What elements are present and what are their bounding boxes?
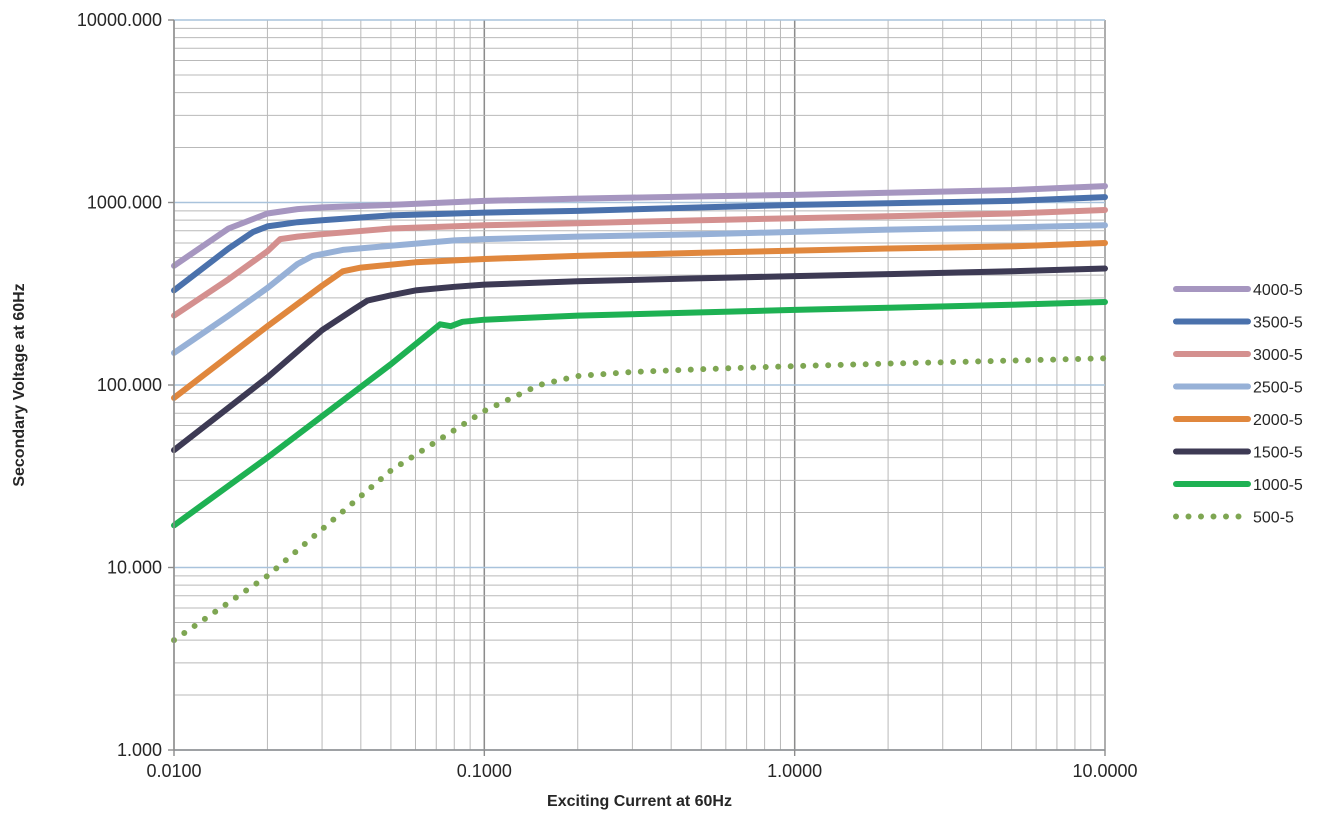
y-axis-title: Secondary Voltage at 60Hz: [11, 283, 28, 486]
x-tick-label: 1.0000: [767, 761, 822, 781]
x-tick-label: 0.0100: [146, 761, 201, 781]
series-line-4000-5: [171, 183, 1108, 269]
legend-item: 2500-5: [1173, 380, 1303, 397]
legend-item: 1000-5: [1173, 477, 1303, 494]
legend-item: 500-5: [1173, 510, 1294, 527]
legend-label: 2000-5: [1253, 412, 1303, 429]
legend-label: 3500-5: [1253, 315, 1303, 332]
x-axis-title: Exciting Current at 60Hz: [547, 793, 732, 810]
legend-item: 3500-5: [1173, 315, 1303, 332]
legend-label: 4000-5: [1253, 282, 1303, 299]
legend: 4000-5 3500-5 3000-5 2500-5 2000-5 1500-5 1000…: [1173, 282, 1303, 527]
legend-item: 4000-5: [1173, 282, 1303, 299]
x-tick-label: 0.1000: [457, 761, 512, 781]
legend-item: 1500-5: [1173, 445, 1303, 462]
y-tick-label: 100.000: [97, 375, 162, 395]
plot-area: [171, 183, 1108, 644]
y-tick-label: 1.000: [117, 740, 162, 760]
axes: 1.000 10.000 100.000 1000.000 10000.000 0.010…: [77, 10, 1138, 781]
series-line-3500-5: [171, 194, 1108, 294]
y-tick-label: 1000.000: [87, 193, 162, 213]
legend-label: 1500-5: [1253, 445, 1303, 462]
series-line-1500-5: [171, 265, 1108, 454]
series-line-2500-5: [171, 222, 1108, 356]
y-tick-label: 10.000: [107, 558, 162, 578]
legend-label: 3000-5: [1253, 347, 1303, 364]
y-tick-label: 10000.000: [77, 10, 162, 30]
legend-label: 2500-5: [1253, 380, 1303, 397]
legend-item: 2000-5: [1173, 412, 1303, 429]
series-line-3000-5: [171, 207, 1108, 319]
series-line-500-5: [171, 355, 1108, 644]
x-tick-label: 10.0000: [1072, 761, 1137, 781]
grid: [173, 19, 1106, 751]
series-line-1000-5: [171, 299, 1108, 529]
series-line-2000-5: [171, 240, 1108, 401]
legend-label: 500-5: [1253, 510, 1294, 527]
legend-label: 1000-5: [1253, 477, 1303, 494]
legend-item: 3000-5: [1173, 347, 1303, 364]
